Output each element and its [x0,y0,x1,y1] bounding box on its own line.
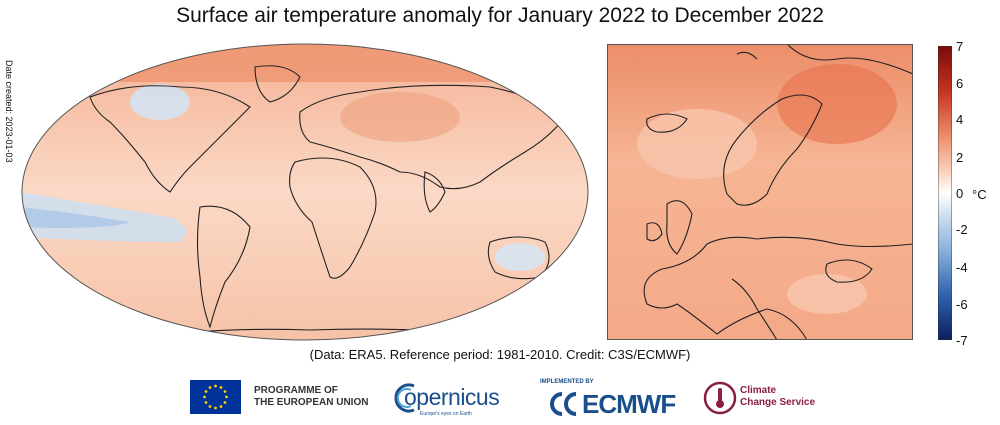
date-created-label: Date created: 2023-01-03 [4,60,18,340]
c3s-line-1: Climate [740,385,777,396]
colorbar-tick-4: 4 [956,112,964,127]
c3s-line-2: Change Service [740,397,816,408]
colorbar-tick-neg6: -6 [956,297,968,312]
colorbar-tick-neg7: -7 [956,333,968,348]
ecmwf-globe-icon [550,392,577,416]
colorbar-tick-6: 6 [956,76,964,91]
copernicus-tagline: Europe's eyes on Earth [420,411,472,417]
eu-flag-icon [190,380,241,414]
date-created-text: Date created: 2023-01-03 [4,60,14,163]
eu-line-2: THE EUROPEAN UNION [254,397,369,408]
colorbar-tick-0: 0 [956,186,964,201]
colorbar-tick-neg4: -4 [956,260,968,275]
c3s-logo: Climate Change Service [703,379,833,419]
ecmwf-wordmark: ECMWF [582,389,676,419]
world-map-outline [21,43,589,341]
copernicus-logo: opernicus Europe's eyes on Earth [394,377,504,421]
colorbar-tick-2: 2 [956,150,964,165]
colorbar-unit: °C [972,187,987,202]
colorbar-tick-neg2: -2 [956,222,968,237]
copernicus-wordmark: opernicus [404,384,500,410]
eu-line-1: PROGRAMME OF [254,385,338,396]
thermometer-icon [703,381,737,415]
eu-programme-text: PROGRAMME OF THE EUROPEAN UNION [254,385,368,409]
copernicus-c-icon [394,383,415,413]
chart-title: Surface air temperature anomaly for Janu… [176,4,824,27]
europe-anomaly-map [607,44,913,340]
data-credit-caption: (Data: ERA5. Reference period: 1981-2010… [309,347,691,362]
ecmwf-implemented-by: IMPLEMENTED BY [540,379,594,385]
world-anomaly-map [21,43,589,341]
c3s-text: Climate Change Service [740,385,815,409]
logo-strip: PROGRAMME OF THE EUROPEAN UNION opernicu… [0,373,1000,423]
ecmwf-logo: IMPLEMENTED BY ECMWF [540,377,690,421]
colorbar-tick-7: 7 [956,39,964,54]
colorbar [938,46,952,340]
